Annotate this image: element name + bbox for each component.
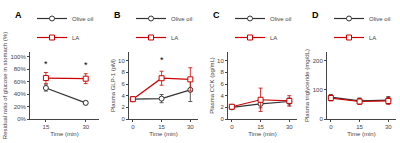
svg-text:6: 6 (121, 81, 125, 87)
svg-text:30: 30 (187, 124, 194, 130)
svg-text:Residual ratio of glucose in s: Residual ratio of glucose in stomach (%) (2, 32, 8, 139)
svg-text:0: 0 (220, 116, 224, 122)
svg-text:0: 0 (121, 116, 125, 122)
svg-text:LA: LA (270, 35, 277, 41)
svg-text:30: 30 (385, 124, 392, 130)
svg-text:6: 6 (220, 81, 224, 87)
svg-text:0: 0 (131, 124, 135, 130)
svg-text:20%: 20% (14, 104, 27, 110)
svg-text:80%: 80% (14, 66, 27, 72)
svg-text:Olive oil: Olive oil (369, 16, 390, 22)
svg-text:10: 10 (217, 58, 224, 64)
svg-text:A: A (15, 10, 22, 20)
svg-text:Plasma CCK (pg/mL): Plasma CCK (pg/mL) (209, 57, 215, 114)
svg-text:*: * (84, 60, 88, 70)
svg-text:2: 2 (121, 104, 125, 110)
svg-text:Olive oil: Olive oil (171, 16, 192, 22)
svg-text:4: 4 (220, 93, 224, 99)
svg-text:60%: 60% (14, 79, 27, 85)
svg-text:Time (min): Time (min) (50, 131, 78, 137)
svg-text:LA: LA (369, 35, 376, 41)
svg-text:8: 8 (220, 69, 224, 75)
svg-text:15: 15 (43, 124, 50, 130)
svg-text:Olive oil: Olive oil (270, 16, 291, 22)
svg-text:15: 15 (158, 124, 165, 130)
svg-text:0: 0 (319, 116, 323, 122)
svg-text:Time (min): Time (min) (149, 131, 177, 137)
svg-text:0: 0 (230, 124, 234, 130)
svg-text:B: B (114, 10, 121, 20)
svg-text:C: C (213, 10, 220, 20)
svg-text:200: 200 (313, 58, 324, 64)
svg-text:4: 4 (121, 93, 125, 99)
svg-text:0: 0 (329, 124, 333, 130)
svg-text:8: 8 (121, 69, 125, 75)
svg-text:LA: LA (72, 35, 79, 41)
svg-text:30: 30 (286, 124, 293, 130)
svg-text:Plasma GLP-1 (pM): Plasma GLP-1 (pM) (110, 59, 116, 112)
svg-text:Olive oil: Olive oil (72, 16, 93, 22)
svg-text:15: 15 (257, 124, 264, 130)
svg-text:*: * (44, 59, 48, 69)
svg-text:Time (min): Time (min) (347, 131, 375, 137)
svg-text:0%: 0% (17, 116, 26, 122)
svg-text:D: D (312, 10, 319, 20)
svg-text:2: 2 (220, 104, 224, 110)
svg-text:100%: 100% (10, 54, 26, 60)
svg-text:LA: LA (171, 35, 178, 41)
svg-text:100: 100 (313, 87, 324, 93)
svg-text:*: * (160, 55, 164, 65)
svg-text:10: 10 (118, 58, 125, 64)
svg-text:Plasma triglyceride (mg/dL): Plasma triglyceride (mg/dL) (304, 49, 310, 122)
svg-text:30: 30 (82, 124, 89, 130)
svg-text:15: 15 (356, 124, 363, 130)
svg-text:Time (min): Time (min) (248, 131, 276, 137)
svg-text:40%: 40% (14, 91, 27, 97)
